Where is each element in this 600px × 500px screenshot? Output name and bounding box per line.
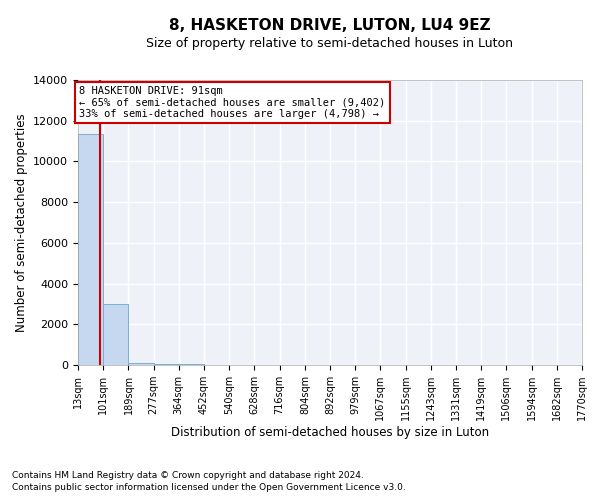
Bar bbox=[179, 364, 204, 365]
Text: Contains public sector information licensed under the Open Government Licence v3: Contains public sector information licen… bbox=[12, 483, 406, 492]
Text: Size of property relative to semi-detached houses in Luton: Size of property relative to semi-detach… bbox=[146, 38, 514, 51]
Bar bbox=[154, 364, 179, 365]
Bar bbox=[103, 304, 128, 365]
X-axis label: Distribution of semi-detached houses by size in Luton: Distribution of semi-detached houses by … bbox=[171, 426, 489, 439]
Text: Contains HM Land Registry data © Crown copyright and database right 2024.: Contains HM Land Registry data © Crown c… bbox=[12, 470, 364, 480]
Bar bbox=[128, 362, 154, 365]
Text: 8, HASKETON DRIVE, LUTON, LU4 9EZ: 8, HASKETON DRIVE, LUTON, LU4 9EZ bbox=[169, 18, 491, 32]
Text: 8 HASKETON DRIVE: 91sqm
← 65% of semi-detached houses are smaller (9,402)
33% of: 8 HASKETON DRIVE: 91sqm ← 65% of semi-de… bbox=[79, 86, 385, 120]
Y-axis label: Number of semi-detached properties: Number of semi-detached properties bbox=[14, 113, 28, 332]
Bar bbox=[78, 134, 103, 365]
